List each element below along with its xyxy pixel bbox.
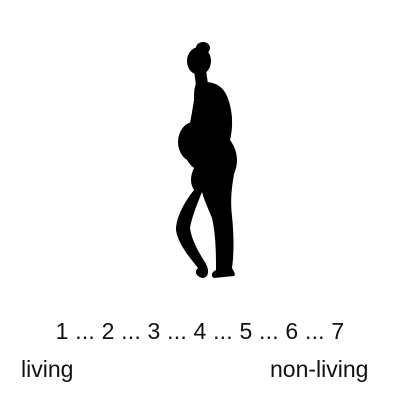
rating-scale: 1 ... 2 ... 3 ... 4 ... 5 ... 6 ... 7 xyxy=(0,318,400,345)
scale-separator: ... xyxy=(68,318,102,344)
scale-point-1: 1 xyxy=(55,318,69,344)
scale-point-2: 2 xyxy=(101,318,115,344)
scale-point-7: 7 xyxy=(331,318,345,344)
scale-point-3: 3 xyxy=(147,318,161,344)
scale-point-6: 6 xyxy=(285,318,299,344)
scale-separator: ... xyxy=(298,318,332,344)
scale-separator: ... xyxy=(160,318,194,344)
scale-separator: ... xyxy=(114,318,148,344)
scale-point-5: 5 xyxy=(239,318,253,344)
scale-point-4: 4 xyxy=(193,318,207,344)
scale-separator: ... xyxy=(206,318,240,344)
scale-anchor-living: living xyxy=(21,356,74,382)
scale-separator: ... xyxy=(252,318,286,344)
scale-anchor-non-living: non-living xyxy=(270,356,369,382)
pregnant-woman-silhouette-icon xyxy=(150,40,250,285)
